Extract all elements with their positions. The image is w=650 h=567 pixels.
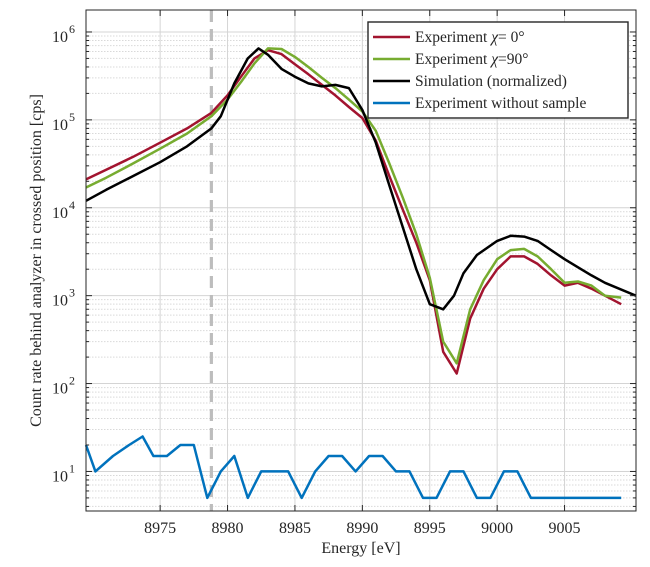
y-tick-exponent: 2 — [69, 374, 75, 388]
y-tick-label: 10 — [52, 381, 68, 398]
x-tick-label: 8990 — [346, 520, 378, 537]
legend-label-3: Simulation (normalized) — [415, 73, 567, 90]
legend-label-4: Experiment without sample — [415, 95, 586, 112]
y-tick-label: 10 — [52, 29, 68, 46]
x-tick-label: 8980 — [212, 520, 244, 537]
x-tick-label: 8985 — [279, 520, 311, 537]
series-line-4 — [84, 435, 622, 500]
y-tick-exponent: 6 — [69, 22, 75, 36]
y-tick-label: 10 — [52, 117, 68, 134]
y-axis-label: Count rate behind analyzer in crossed po… — [28, 94, 45, 427]
y-tick-exponent: 5 — [69, 110, 75, 124]
x-tick-label: 8975 — [144, 520, 176, 537]
series-line-2 — [85, 47, 622, 365]
y-tick-label: 10 — [52, 205, 68, 222]
plot-frame — [85, 9, 637, 512]
legend-label-2: Experiment χ=90° — [415, 51, 528, 68]
x-axis-label: Energy [eV] — [321, 540, 400, 557]
y-tick-exponent: 4 — [69, 198, 75, 212]
legend: Experiment χ= 0° Experiment χ=90° Simulati… — [367, 21, 629, 119]
legend-label-1: Experiment χ= 0° — [415, 29, 525, 46]
y-tick-label: 10 — [52, 293, 68, 310]
series-line-1 — [85, 48, 622, 375]
y-tick-exponent: 3 — [69, 286, 75, 300]
x-tick-label: 8995 — [414, 520, 446, 537]
y-tick-label: 10 — [52, 468, 68, 485]
x-tick-labels: 8975 8980 8985 8990 8995 9000 9005 — [144, 520, 580, 537]
series-layer — [84, 47, 637, 500]
series-line-3 — [85, 47, 637, 311]
x-tick-label: 9005 — [549, 520, 581, 537]
x-tick-label: 9000 — [481, 520, 513, 537]
legend-box — [367, 21, 629, 119]
axis-ticks — [86, 10, 636, 511]
y-tick-exponent: 1 — [69, 461, 75, 475]
